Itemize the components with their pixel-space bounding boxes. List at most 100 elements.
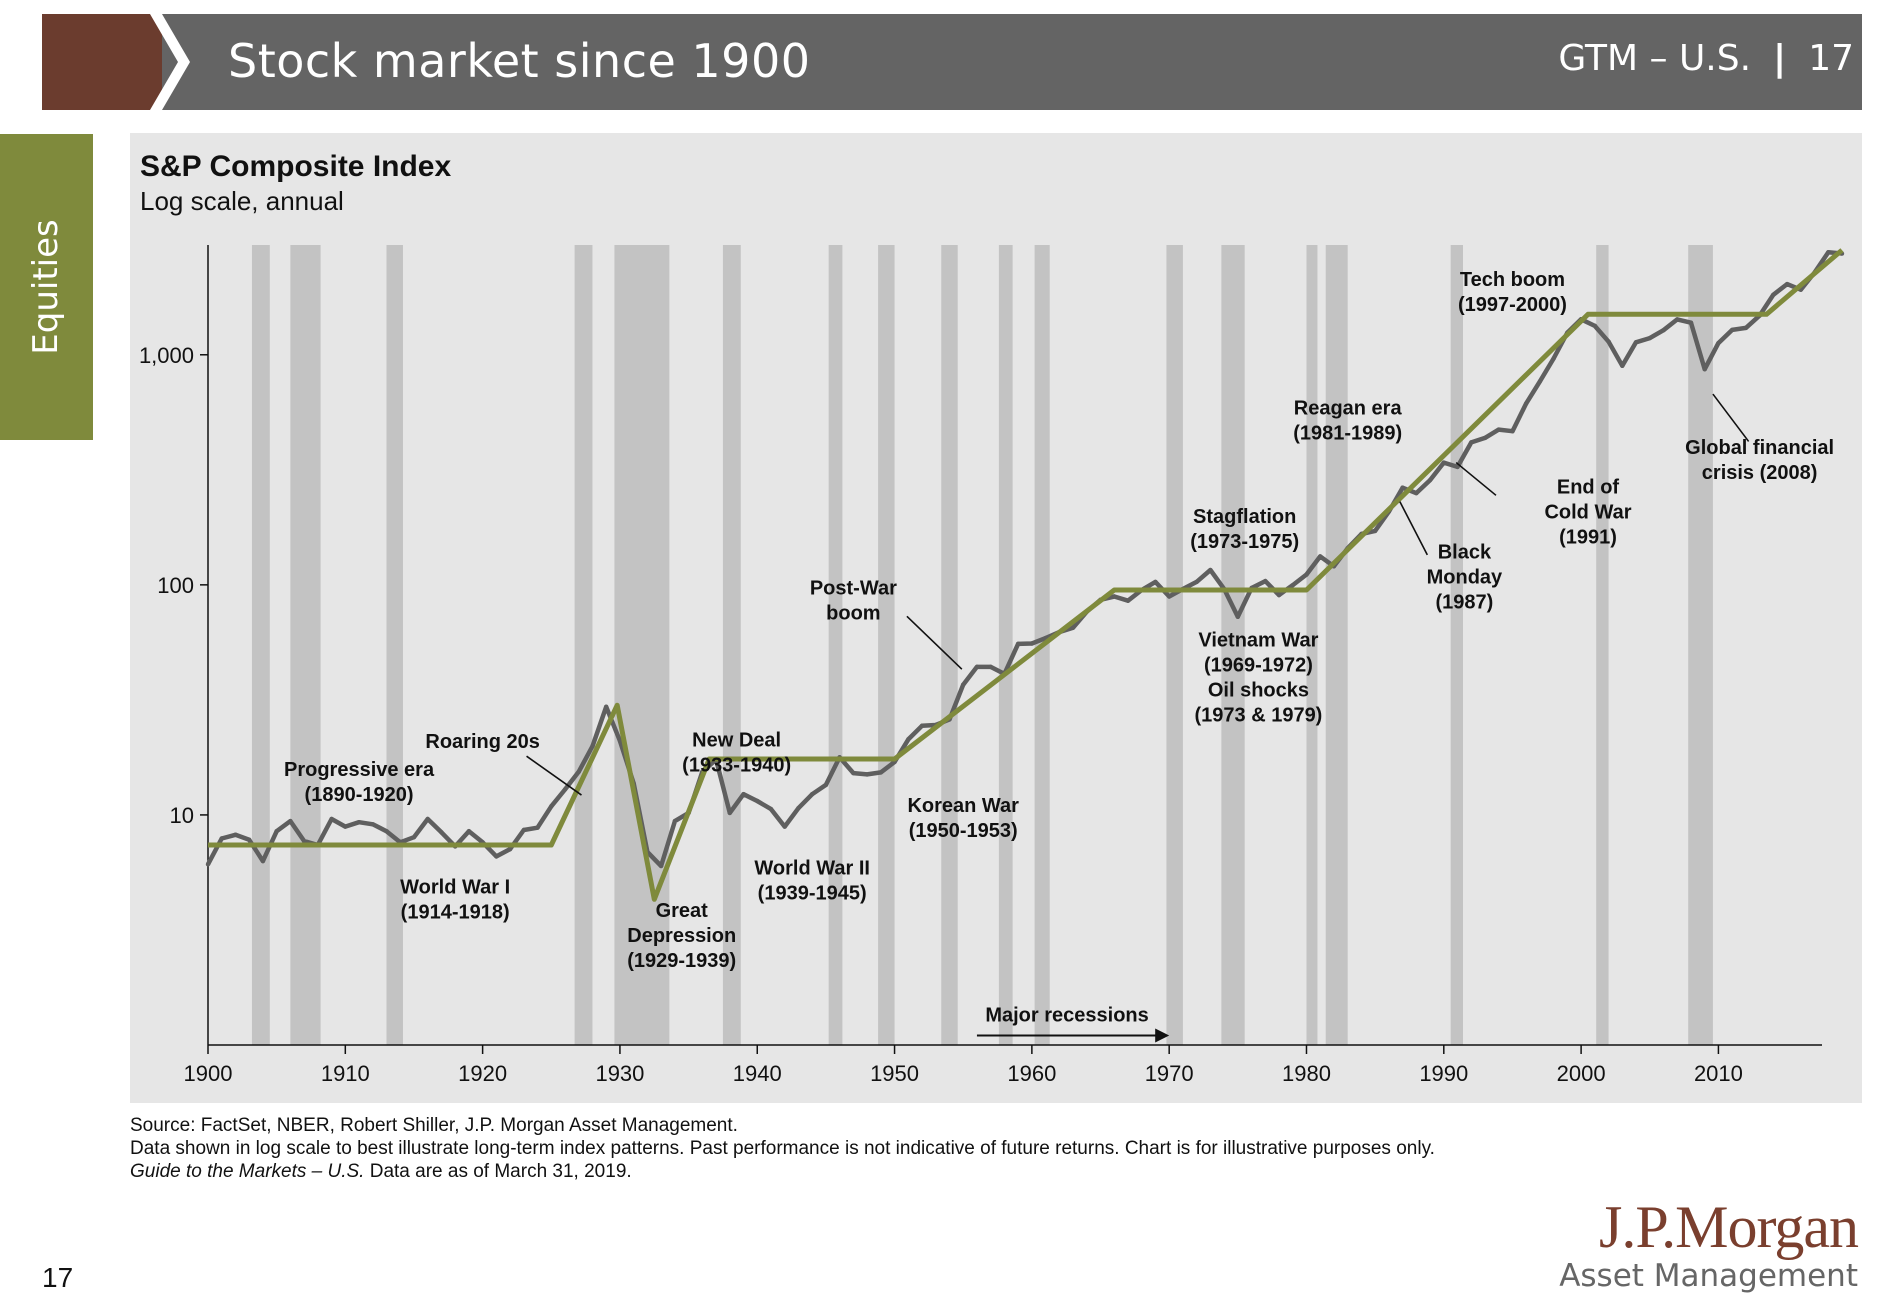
index-point xyxy=(1771,292,1776,298)
index-point xyxy=(823,782,829,788)
index-point xyxy=(1592,323,1598,329)
index-point xyxy=(1194,579,1199,585)
index-point xyxy=(1661,328,1666,333)
index-point xyxy=(988,664,993,670)
page-title: Stock market since 1900 xyxy=(228,34,811,88)
index-point xyxy=(329,816,334,822)
callout-line xyxy=(526,755,582,796)
annotation-line: World War II xyxy=(754,858,870,880)
recession-band xyxy=(1688,245,1713,1045)
trend-line xyxy=(208,248,1844,902)
annotation-line: Oil shocks xyxy=(1208,679,1309,701)
index-point xyxy=(1276,592,1282,598)
index-point xyxy=(617,738,623,743)
index-point xyxy=(466,828,472,834)
annotation-label: Tech boom (1997-2000) xyxy=(1458,269,1567,316)
index-point xyxy=(260,858,266,864)
source-line: Source: FactSet, NBER, Robert Shiller, J… xyxy=(130,1115,738,1136)
annotation-line: (1933-1940) xyxy=(682,755,791,777)
index-point xyxy=(370,822,375,827)
x-tick-label: 1900 xyxy=(184,1061,233,1086)
index-point xyxy=(1263,578,1268,584)
recession-band xyxy=(1325,245,1348,1045)
annotation-line: (1997-2000) xyxy=(1458,294,1567,316)
index-point xyxy=(219,836,224,841)
annotation-line: End of xyxy=(1557,476,1620,498)
y-tick-label: 1,000 xyxy=(139,343,194,368)
annotation-line: Great xyxy=(656,900,709,922)
annotation-line: (1973-1975) xyxy=(1190,531,1299,553)
recession-band xyxy=(574,245,593,1045)
index-point xyxy=(1716,340,1721,346)
callout-line xyxy=(1399,501,1429,556)
x-tick-label: 1920 xyxy=(458,1061,507,1086)
recession-legend-arrow-head xyxy=(1155,1028,1170,1043)
index-point xyxy=(1318,554,1323,559)
annotation-label: Great Depression (1929-1939) xyxy=(627,900,736,972)
index-point xyxy=(1675,317,1680,322)
callout-line xyxy=(906,615,963,670)
index-point xyxy=(1290,582,1295,588)
annotation-label: New Deal (1933-1940) xyxy=(682,730,791,777)
index-point xyxy=(274,828,279,834)
index-point xyxy=(1826,250,1831,255)
header-bar xyxy=(162,14,1862,110)
annotation-line: (1987) xyxy=(1435,592,1493,614)
index-point xyxy=(343,824,348,829)
index-point xyxy=(1702,366,1707,372)
chart: 1900 1910 1920 1930 1940 1950 1960 1970 1980 1990… xyxy=(139,245,1845,1086)
index-point xyxy=(1743,325,1749,331)
annotation-label: Black Monday (1987) xyxy=(1427,542,1503,614)
index-point xyxy=(604,704,609,710)
annotation-line: Depression xyxy=(627,925,736,947)
chart-subtitle: Log scale, annual xyxy=(140,186,344,216)
annotation-line: Reagan era xyxy=(1294,398,1403,420)
jpmorgan-logo: J.P.Morgan Asset Management xyxy=(1559,1196,1859,1294)
index-point xyxy=(1427,477,1433,483)
annotation-line: Stagflation xyxy=(1193,506,1296,528)
index-point xyxy=(356,819,362,825)
index-point xyxy=(1510,429,1515,434)
annotation-line: (1991) xyxy=(1559,526,1617,548)
annotation-label: Progressive era (1890-1920) xyxy=(284,759,435,806)
recession-band xyxy=(251,245,270,1045)
annotation-line: Korean War xyxy=(907,795,1019,817)
index-point xyxy=(741,792,746,797)
annotation-line: (1981-1989) xyxy=(1293,423,1402,445)
index-point xyxy=(851,770,856,776)
annotation-line: (1914-1918) xyxy=(401,902,510,924)
index-point xyxy=(974,664,980,670)
annotation-line: Black xyxy=(1438,542,1492,564)
callout-line xyxy=(1712,393,1750,442)
annotation-line: Progressive era xyxy=(284,759,435,781)
side-tab: Equities xyxy=(0,134,93,440)
annotation-label: Vietnam War (1969-1972) Oil shocks (1973 & … xyxy=(1194,629,1322,726)
index-point xyxy=(384,828,389,834)
index-point xyxy=(1235,614,1241,620)
x-tick-label: 1930 xyxy=(595,1061,644,1086)
index-point xyxy=(246,837,252,842)
recession-band xyxy=(1221,245,1245,1045)
index-point xyxy=(906,737,911,742)
x-tick-label: 1910 xyxy=(321,1061,370,1086)
annotation-label: Post-War boom xyxy=(810,577,897,624)
index-point xyxy=(1166,594,1172,599)
annotation-label: Roaring 20s xyxy=(425,731,539,753)
annotation-label: Global financial crisis (2008) xyxy=(1685,437,1834,484)
x-tick-label: 1980 xyxy=(1282,1061,1331,1086)
annotation-line: boom xyxy=(826,602,880,624)
recession-band xyxy=(722,245,741,1045)
x-tick-label: 1950 xyxy=(870,1061,919,1086)
annotation-label: Korean War (1950-1953) xyxy=(907,795,1019,842)
index-point xyxy=(301,838,307,844)
index-point xyxy=(1606,339,1611,344)
annotation-line: Global financial xyxy=(1685,437,1834,459)
index-point xyxy=(411,835,417,840)
index-point xyxy=(1029,641,1035,646)
recession-band xyxy=(1596,245,1609,1045)
annotation-line: (1950-1953) xyxy=(909,820,1018,842)
guide-title: Guide to the Markets – U.S. xyxy=(130,1161,365,1182)
annotations: Progressive era (1890-1920) World War I (19… xyxy=(284,269,1834,1043)
annotation-label: Reagan era (1981-1989) xyxy=(1293,398,1402,445)
index-point xyxy=(562,787,568,792)
